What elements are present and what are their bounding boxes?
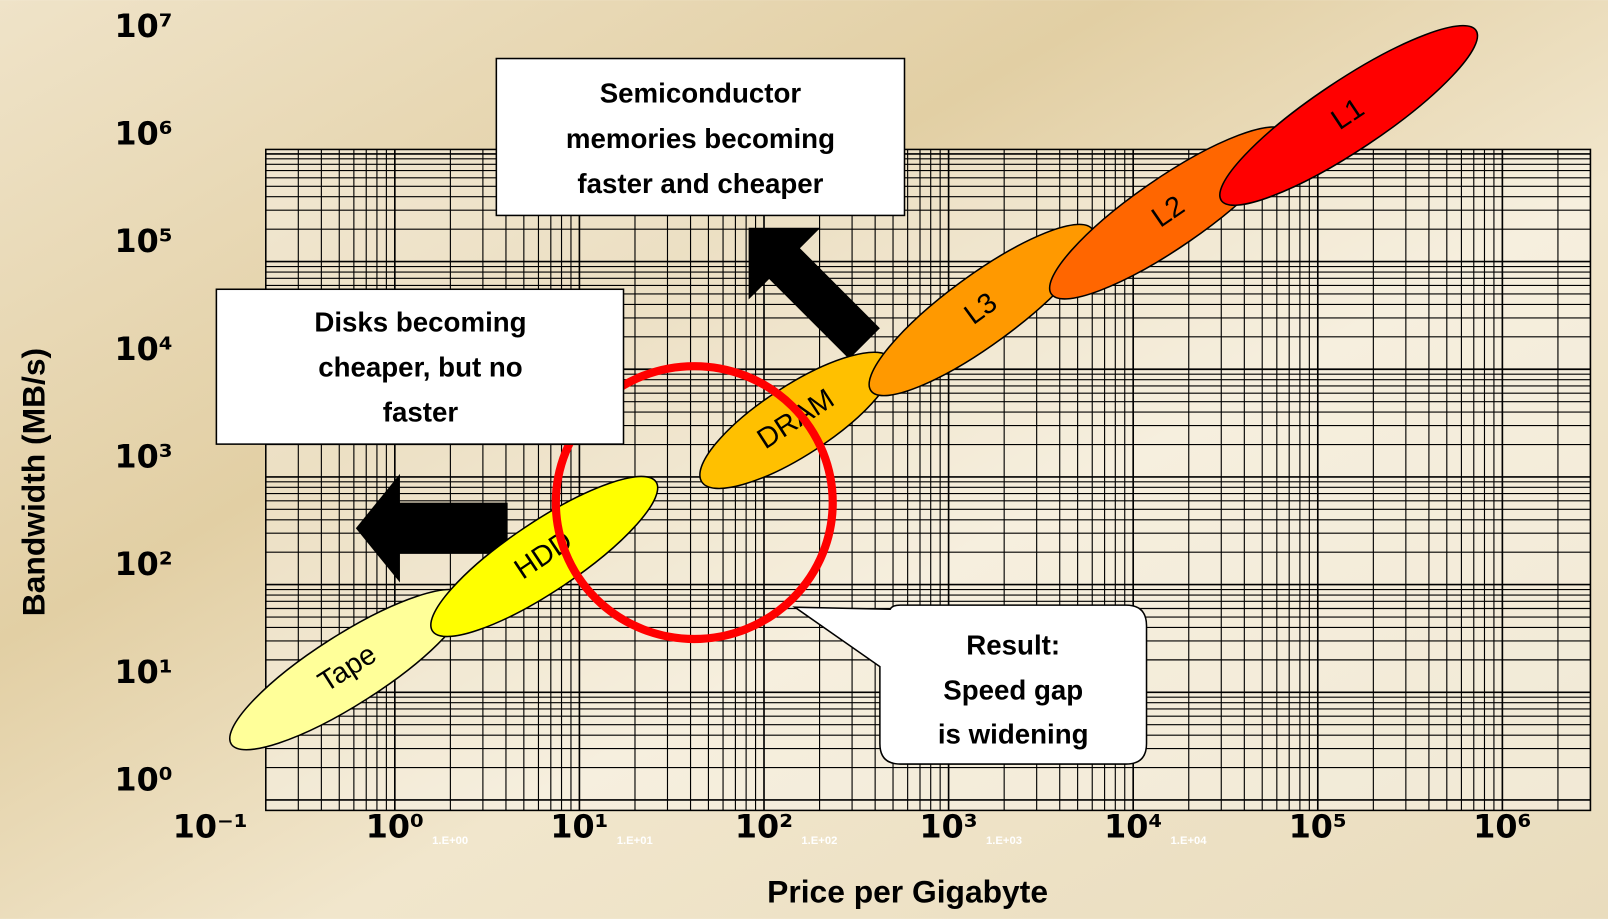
y-tick-label: 10¹ [114, 654, 172, 691]
gap-circle [551, 362, 837, 644]
y-tick-label: 10³ [114, 438, 172, 475]
x-tick-label: 10⁴ [1104, 809, 1162, 846]
callout-text: Speed gap [943, 675, 1083, 706]
region [1219, 24, 1479, 206]
callout-text: is widening [938, 719, 1089, 750]
left-arrow [355, 473, 508, 583]
callout-text: Result: [966, 629, 1060, 660]
x-tick-label: 10⁶ [1473, 809, 1531, 846]
region [430, 475, 659, 638]
callout-text: Semiconductor [600, 78, 802, 109]
callout-text: memories becoming [566, 123, 835, 154]
x-tick-label: 10¹ [550, 809, 608, 846]
x-axis-label: Price per Gigabyte [767, 874, 1048, 910]
y-tick-label: 10⁶ [114, 115, 172, 152]
x-tick-label: 10⁵ [1289, 809, 1347, 846]
callout-text: faster and cheaper [577, 168, 823, 199]
x-tick-label: 10⁻¹ [173, 809, 248, 846]
y-tick-label: 10⁴ [114, 331, 172, 368]
secondary-tick-label: 1.E+01 [617, 835, 653, 847]
x-tick-label: 10³ [920, 809, 978, 846]
up-left-arrow [748, 227, 880, 359]
x-tick-label: 10⁰ [366, 809, 424, 846]
secondary-tick-label: 1.E+03 [986, 835, 1022, 847]
secondary-tick-label: 1.E+00 [432, 835, 468, 847]
x-tick-label: 10² [735, 809, 793, 846]
y-tick-label: 10⁷ [114, 8, 172, 45]
callout-text: Disks becoming [314, 306, 526, 337]
y-tick-label: 10⁰ [114, 762, 172, 799]
callout-text: faster [383, 397, 459, 428]
callout-bubble [792, 604, 1148, 765]
y-tick-label: 10⁵ [114, 223, 172, 260]
y-tick-label: 10² [114, 546, 172, 583]
callout-box [495, 57, 906, 217]
callout-box [215, 288, 625, 445]
secondary-tick-label: 1.E+02 [801, 835, 837, 847]
callout-text: cheaper, but no [318, 352, 523, 383]
y-axis-label: Bandwidth (MB/s) [15, 348, 51, 616]
secondary-tick-label: 1.E+04 [1171, 835, 1208, 847]
